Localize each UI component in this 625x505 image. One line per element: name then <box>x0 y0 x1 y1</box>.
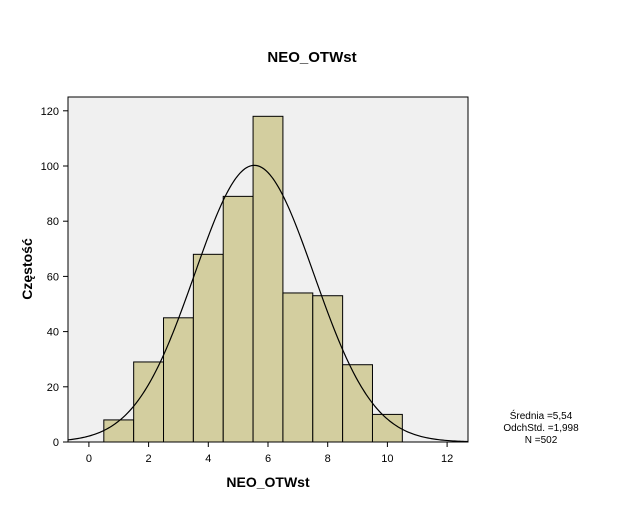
y-tick-label: 120 <box>41 106 59 118</box>
histogram-bar-5 <box>222 195 254 443</box>
x-tick-label: 10 <box>381 453 393 465</box>
x-axis: 0 2 4 6 8 10 12 <box>86 442 453 465</box>
histogram-bar-6 <box>252 115 284 443</box>
x-tick-label: 6 <box>265 453 271 465</box>
stats-n: N =502 <box>525 435 558 446</box>
stats-mean: Średnia =5,54 <box>510 409 573 422</box>
histogram-bar-9 <box>342 364 373 443</box>
x-tick-label: 0 <box>86 453 92 465</box>
y-tick-label: 80 <box>47 216 59 228</box>
histogram-bar-1 <box>103 419 135 443</box>
y-tick-label: 40 <box>47 327 59 339</box>
x-tick-label: 4 <box>205 453 211 465</box>
normal-curve <box>67 164 469 443</box>
y-tick-label: 0 <box>53 437 59 449</box>
x-axis-label: NEO_OTWst <box>226 474 310 490</box>
histogram-bar-8 <box>312 295 344 443</box>
histogram-bar-7 <box>282 292 314 443</box>
histogram-bar-3 <box>163 317 194 443</box>
y-tick-label: 60 <box>47 271 59 283</box>
y-tick-label: 100 <box>41 161 59 173</box>
y-tick-label: 20 <box>47 382 59 394</box>
x-tick-label: 12 <box>441 453 453 465</box>
x-tick-label: 2 <box>146 453 152 465</box>
chart-title: NEO_OTWst <box>267 49 356 66</box>
stats-box: Średnia =5,54 OdchStd. =1,998 N =502 <box>503 409 579 446</box>
histogram-bar-2 <box>133 361 165 443</box>
y-axis: 0 20 40 60 80 100 120 <box>41 106 68 449</box>
x-tick-label: 8 <box>325 453 331 465</box>
bars-group <box>103 115 403 443</box>
histogram-bar-4 <box>192 253 224 443</box>
y-axis-label: Częstość <box>19 238 35 300</box>
stats-std: OdchStd. =1,998 <box>503 423 579 434</box>
